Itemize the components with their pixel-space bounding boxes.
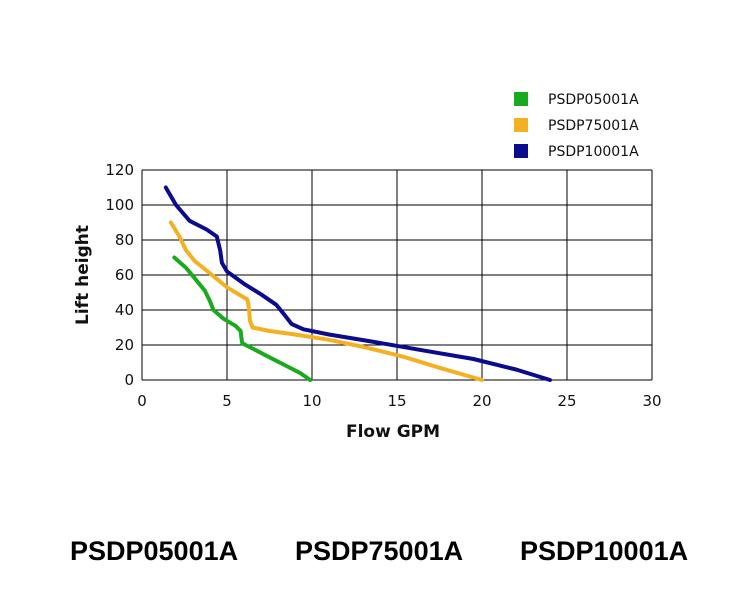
y-tick-label: 80 (115, 231, 134, 249)
series-line-2 (168, 220, 484, 382)
y-tick-labels: 0 20 40 60 80 100 120 (105, 161, 134, 389)
y-axis-title: Lift height (73, 225, 93, 325)
y-tick-label: 120 (105, 161, 134, 179)
legend-label-3: PSDP10001A (548, 144, 639, 160)
model-names: PSDP05001A PSDP75001A PSDP10001A (0, 536, 750, 576)
legend: PSDP05001A PSDP75001A PSDP10001A (514, 92, 639, 160)
y-tick-label: 40 (115, 301, 134, 319)
y-tick-label: 100 (105, 196, 134, 214)
legend-label-2: PSDP75001A (548, 118, 639, 134)
y-tick-label: 0 (124, 371, 134, 389)
legend-swatch-2 (514, 118, 528, 132)
x-tick-label: 10 (302, 392, 321, 410)
series-line-3 (163, 185, 552, 382)
model-name-1: PSDP05001A (70, 536, 239, 566)
chart: 0 20 40 60 80 100 120 0 5 10 15 20 25 30 Flow GPM Li… (73, 92, 662, 442)
grid (141, 169, 653, 381)
x-tick-label: 15 (387, 392, 406, 410)
y-tick-label: 60 (115, 266, 134, 284)
series-line-1 (172, 255, 313, 382)
model-name-3: PSDP10001A (520, 536, 689, 566)
legend-swatch-3 (514, 144, 528, 158)
legend-swatch-1 (514, 92, 528, 106)
x-tick-label: 0 (137, 392, 147, 410)
legend-label-1: PSDP05001A (548, 92, 639, 108)
model-name-2: PSDP75001A (295, 536, 464, 566)
x-tick-label: 5 (222, 392, 232, 410)
x-tick-label: 20 (472, 392, 491, 410)
y-tick-label: 20 (115, 336, 134, 354)
x-tick-label: 25 (557, 392, 576, 410)
x-axis-title: Flow GPM (346, 422, 440, 442)
series-lines (163, 185, 552, 382)
x-tick-label: 30 (642, 392, 661, 410)
x-tick-labels: 0 5 10 15 20 25 30 (137, 392, 661, 410)
